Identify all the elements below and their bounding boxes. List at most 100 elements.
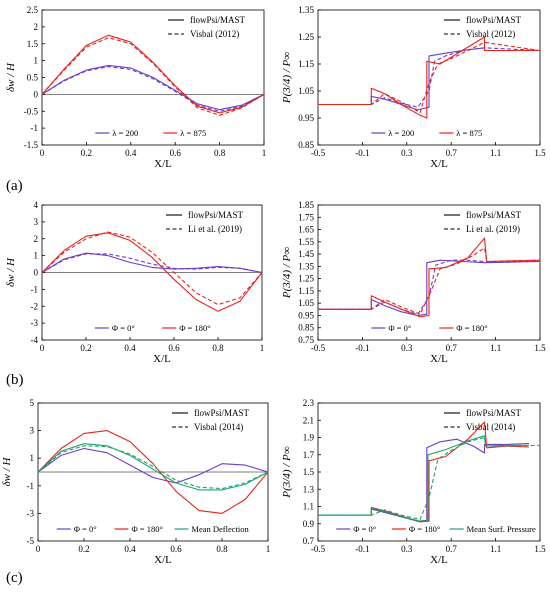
y-tick-label: 1 — [34, 56, 39, 66]
legend-label-color: λ = 200 — [112, 128, 138, 138]
x-tick-label: 0.8 — [212, 343, 224, 353]
x-tick-label: 1.5 — [534, 148, 546, 158]
x-tick-label: 1 — [266, 544, 271, 554]
y-tick-label: 1.25 — [298, 32, 314, 42]
series-line--180--ref — [318, 247, 541, 315]
y-tick-label: 0.85 — [298, 323, 314, 333]
series-line--875-ref — [41, 37, 265, 116]
series-line--0--ref — [41, 253, 263, 274]
y-tick-label: -3 — [27, 508, 35, 518]
series-line-mean-surf-pressure — [318, 435, 529, 522]
series-line--180- — [41, 232, 263, 312]
x-tick-label: 0.4 — [125, 148, 137, 158]
y-tick-label: -3 — [31, 318, 39, 328]
y-tick-label: 0.95 — [298, 113, 314, 123]
x-tick-label: 0.3 — [401, 148, 413, 158]
x-tick-label: 0.6 — [168, 343, 180, 353]
panel-label-b: (b) — [6, 372, 24, 388]
x-tick-label: -0.1 — [355, 343, 369, 353]
x-tick-label: 0.3 — [401, 343, 413, 353]
x-axis-label: X/L — [154, 554, 172, 566]
x-tick-label: -0.5 — [311, 148, 326, 158]
y-axis-label: δw / H — [5, 62, 17, 92]
legend-label-color: λ = 200 — [388, 128, 414, 138]
chart-c-right: -0.5 -0.1 0.3 0.7 1.1 1.5 0.7 0.9 1.1 1.3 1.5 1.7 1.… — [281, 398, 546, 566]
series-line-mean-surf-pressure-ref — [318, 436, 541, 520]
legend-label-style: flowPsi/MAST — [466, 408, 522, 418]
y-axis-label: δw / H — [5, 257, 17, 287]
legend-label-style: flowPsi/MAST — [188, 210, 244, 220]
legend-label-style: flowPsi/MAST — [466, 210, 522, 220]
y-tick-label: 1.05 — [298, 298, 314, 308]
x-tick-label: 0.2 — [81, 148, 92, 158]
y-tick-label: -1 — [31, 123, 39, 133]
y-tick-label: 2 — [34, 234, 39, 244]
y-tick-label: 5 — [30, 398, 35, 408]
panel-label-c: (c) — [6, 570, 23, 586]
x-axis-label: X/L — [430, 353, 448, 365]
series-line-mean-deflection-ref — [37, 445, 269, 490]
legend-label-color: Φ = 180° — [179, 323, 210, 333]
x-tick-label: 1.1 — [490, 544, 501, 554]
series-line--180- — [318, 421, 529, 523]
x-tick-label: 0.6 — [170, 148, 182, 158]
chart-a-right: -0.5 -0.1 0.3 0.7 1.1 1.5 0.85 0.95 1.05 1.15 1.25… — [281, 5, 546, 170]
x-tick-label: 1 — [262, 148, 267, 158]
y-tick-label: 0.5 — [27, 73, 39, 83]
y-tick-label: -5 — [27, 536, 35, 546]
legend-label-style: Visbal (2012) — [466, 29, 515, 39]
legend-label-style: Li et al. (2019) — [466, 224, 520, 234]
y-tick-label: 1.5 — [27, 39, 39, 49]
series-line--0- — [41, 252, 263, 274]
chart-b-left: 0 0.2 0.4 0.6 0.8 1 -4 -3 -2 -1 0 1 2 3 4 X/L δw / H flow… — [5, 200, 264, 365]
y-tick-label: 1.45 — [298, 249, 314, 259]
y-axis-label: P(3/4) / P∞ — [281, 446, 293, 498]
x-tick-label: 0 — [40, 148, 45, 158]
x-tick-label: 0.7 — [446, 343, 458, 353]
legend-label-color: Φ = 0° — [388, 323, 411, 333]
legend-label-style: Visbal (2012) — [190, 29, 239, 39]
x-tick-label: 0.3 — [401, 544, 413, 554]
y-tick-label: -4 — [31, 335, 39, 345]
series-line--875-ref — [318, 41, 541, 114]
y-tick-label: 0 — [34, 268, 39, 278]
x-tick-label: 0 — [36, 544, 41, 554]
y-tick-label: 1.55 — [298, 237, 314, 247]
x-tick-label: 0.6 — [170, 544, 182, 554]
x-tick-label: 1.5 — [534, 343, 546, 353]
legend-label-style: flowPsi/MAST — [190, 15, 246, 25]
y-tick-label: 1.9 — [303, 433, 315, 443]
x-tick-label: 0 — [40, 343, 45, 353]
legend-label-style: Visbal (2014) — [194, 422, 243, 432]
x-tick-label: 0.2 — [80, 343, 91, 353]
legend-label-color: Φ = 0° — [74, 524, 97, 534]
legend-label-color: Φ = 0° — [353, 524, 376, 534]
y-tick-label: 2.3 — [303, 398, 315, 408]
x-tick-label: 0.7 — [446, 148, 458, 158]
y-tick-label: -1 — [31, 284, 39, 294]
series-line--200 — [318, 47, 540, 111]
y-tick-label: -2 — [31, 301, 39, 311]
x-tick-label: 1 — [260, 343, 265, 353]
y-tick-label: 2.1 — [303, 415, 314, 425]
y-axis-label: P(3/4) / P∞ — [281, 247, 293, 299]
y-tick-label: 4 — [34, 200, 39, 210]
x-tick-label: 0.8 — [214, 148, 226, 158]
y-tick-label: 0.85 — [298, 140, 314, 150]
y-tick-label: 1.35 — [298, 5, 314, 15]
y-axis-label: P(3/4) / P∞ — [281, 52, 293, 104]
legend-label-color: Φ = 180° — [456, 323, 487, 333]
y-tick-label: 1.85 — [298, 200, 314, 210]
y-tick-label: 3 — [34, 217, 39, 227]
series-line--180- — [318, 237, 541, 318]
series-line--875 — [41, 34, 265, 114]
y-tick-label: 1.7 — [303, 450, 315, 460]
legend-label-color: Φ = 0° — [112, 323, 135, 333]
series-line--0- — [318, 438, 529, 522]
legend-label-style: flowPsi/MAST — [194, 408, 250, 418]
x-tick-label: -0.5 — [311, 343, 326, 353]
y-tick-label: 3 — [30, 426, 35, 436]
y-tick-label: 2.5 — [27, 5, 39, 15]
y-tick-label: 0 — [34, 89, 39, 99]
legend-label-color: Φ = 180° — [131, 524, 162, 534]
